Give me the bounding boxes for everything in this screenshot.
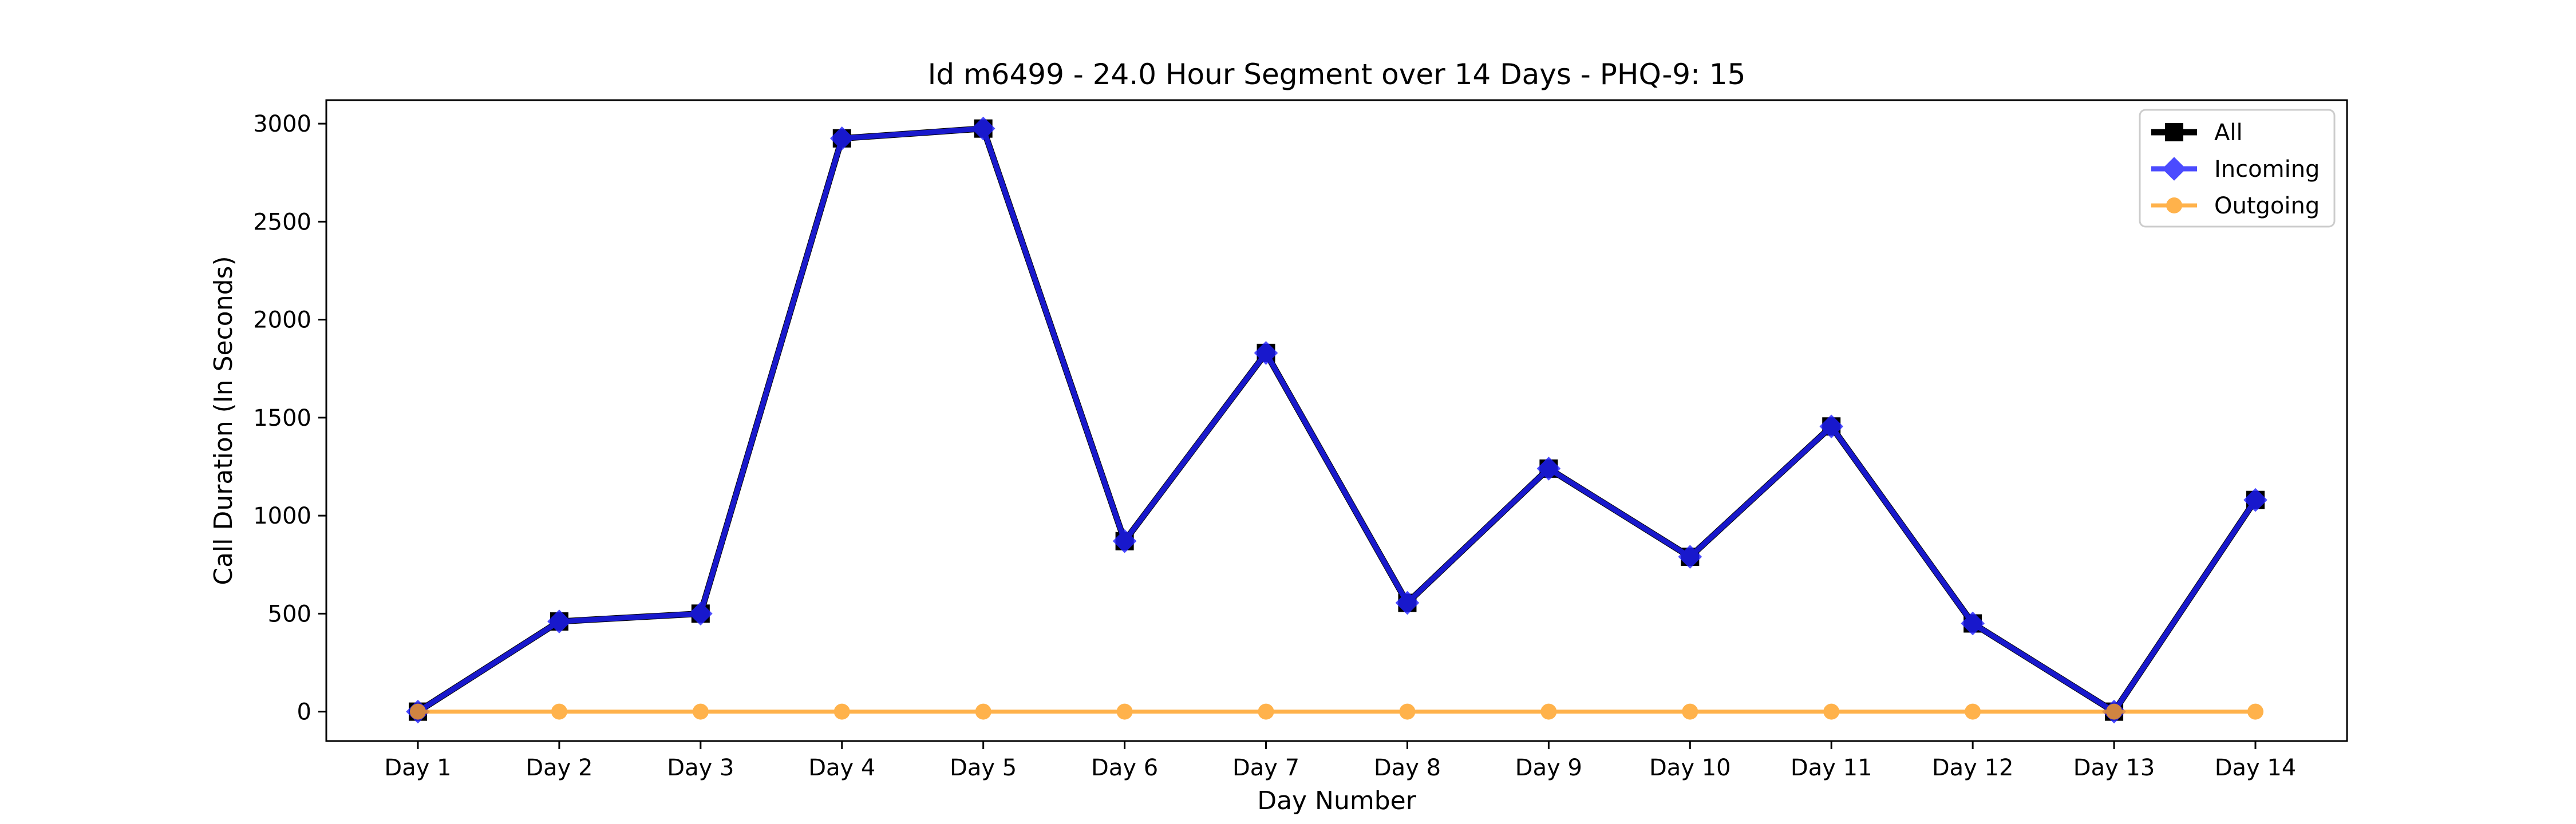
data-point-incoming — [1395, 591, 1420, 615]
legend-item — [2151, 123, 2197, 141]
data-point-incoming — [1254, 341, 1278, 365]
data-point-incoming — [1112, 529, 1137, 553]
data-point-outgoing — [551, 703, 567, 720]
x-tick-label: Day 5 — [950, 755, 1017, 781]
data-point-incoming — [829, 126, 854, 150]
x-tick-label: Day 6 — [1091, 755, 1158, 781]
data-point-incoming — [1678, 545, 1702, 569]
data-point-outgoing — [975, 703, 991, 720]
data-point-outgoing — [1682, 703, 1698, 720]
x-axis: Day 1 Day 2 Day 3 Day 4 Day 5 Day 6 Day 7 Day 8… — [384, 741, 2296, 781]
legend-swatch-marker — [2165, 123, 2183, 141]
data-point-incoming — [971, 116, 995, 141]
data-point-incoming — [689, 601, 713, 626]
y-tick-label: 2500 — [253, 209, 311, 235]
x-tick-label: Day 9 — [1515, 755, 1582, 781]
x-tick-label: Day 12 — [1932, 755, 2014, 781]
series-outgoing — [410, 703, 2263, 720]
series-layer — [406, 116, 2267, 724]
data-point-outgoing — [1823, 703, 1840, 720]
data-point-incoming — [1819, 414, 1844, 439]
data-point-outgoing — [1399, 703, 1416, 720]
x-tick-label: Day 1 — [384, 755, 451, 781]
data-point-incoming — [2243, 488, 2267, 512]
x-tick-label: Day 3 — [667, 755, 734, 781]
legend-swatch-marker — [2166, 197, 2182, 213]
legend-item — [2151, 157, 2197, 181]
y-axis-label: Call Duration (In Seconds) — [209, 256, 238, 585]
y-tick-label: 2000 — [253, 307, 311, 334]
x-tick-label: Day 14 — [2215, 755, 2297, 781]
y-tick-label: 0 — [297, 699, 311, 726]
series-incoming — [406, 116, 2267, 724]
data-point-incoming — [547, 609, 571, 633]
x-tick-label: Day 2 — [526, 755, 592, 781]
legend-label: Incoming — [2214, 156, 2320, 183]
data-point-incoming — [1536, 457, 1561, 481]
data-point-outgoing — [833, 703, 850, 720]
data-point-outgoing — [692, 703, 709, 720]
x-axis-label: Day Number — [1257, 786, 1417, 815]
series-line-incoming — [416, 126, 2258, 715]
data-point-incoming — [1961, 611, 1985, 636]
x-tick-label: Day 10 — [1649, 755, 1731, 781]
x-tick-label: Day 8 — [1374, 755, 1441, 781]
data-point-outgoing — [1965, 703, 1981, 720]
legend-item — [2151, 197, 2197, 213]
y-tick-label: 3000 — [253, 111, 311, 137]
y-tick-label: 1000 — [253, 503, 311, 529]
x-tick-label: Day 4 — [808, 755, 875, 781]
data-point-outgoing — [2106, 703, 2123, 720]
x-tick-label: Day 7 — [1232, 755, 1299, 781]
x-tick-label: Day 11 — [1791, 755, 1872, 781]
legend: All Incoming Outgoing — [2139, 109, 2336, 228]
data-point-outgoing — [1258, 703, 1274, 720]
chart-title: Id m6499 - 24.0 Hour Segment over 14 Day… — [928, 58, 1746, 91]
legend-swatch-marker — [2162, 157, 2186, 181]
x-tick-label: Day 13 — [2073, 755, 2155, 781]
legend-label: All — [2214, 120, 2243, 146]
legend-box — [2139, 109, 2336, 228]
data-point-outgoing — [410, 703, 426, 720]
data-point-outgoing — [2247, 703, 2263, 720]
data-point-outgoing — [1116, 703, 1133, 720]
y-tick-label: 500 — [268, 601, 311, 627]
y-tick-label: 1500 — [253, 405, 311, 431]
y-axis: 0 500 1000 1500 2000 2500 3000 — [253, 111, 326, 726]
plot-area-frame — [325, 99, 2348, 742]
legend-label: Outgoing — [2214, 193, 2320, 219]
data-point-outgoing — [1540, 703, 1557, 720]
